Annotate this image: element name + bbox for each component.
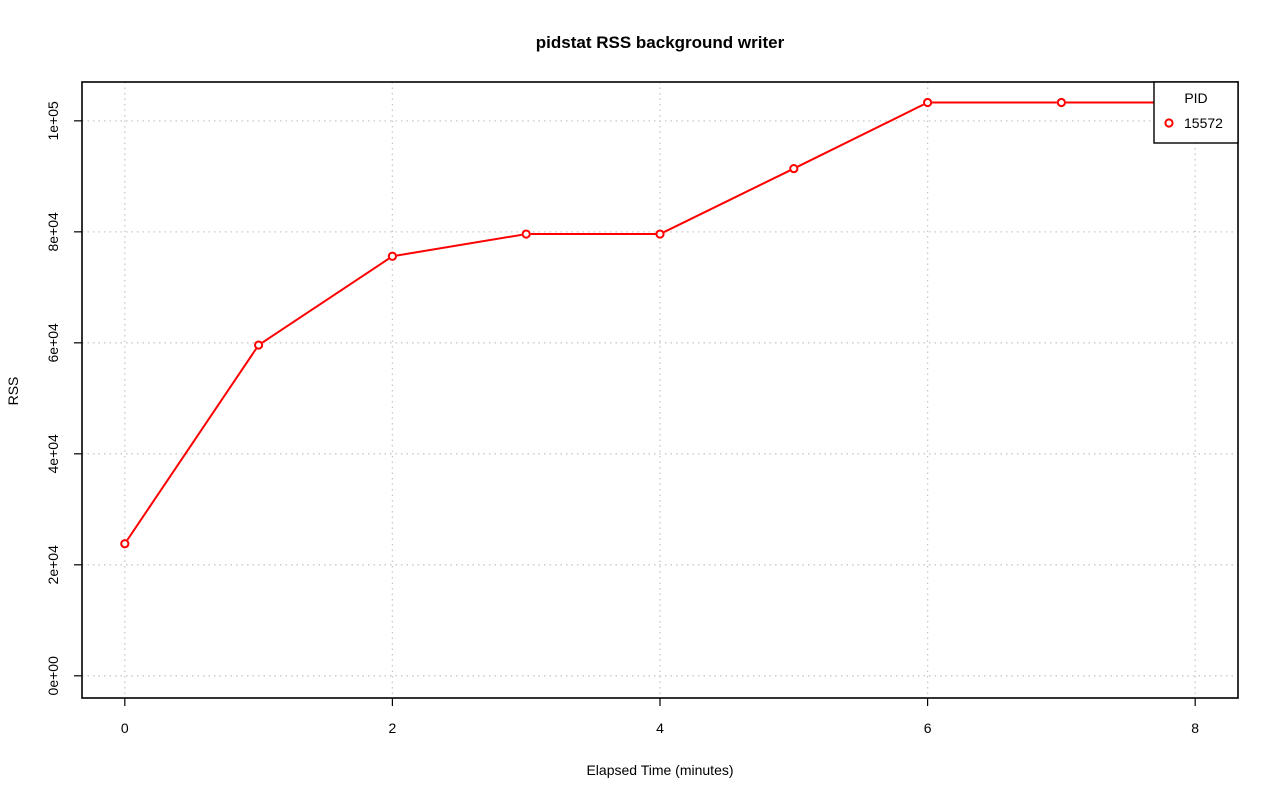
data-point (655, 229, 665, 239)
y-tick-label: 6e+04 (45, 323, 61, 363)
data-point (789, 163, 799, 174)
data-point (120, 539, 130, 549)
x-tick-label: 6 (924, 720, 932, 736)
data-point (254, 340, 264, 350)
x-tick-label: 2 (389, 720, 397, 736)
x-tick-label: 0 (121, 720, 129, 736)
y-tick-label: 2e+04 (45, 545, 61, 585)
y-tick-label: 4e+04 (45, 434, 61, 474)
y-tick-label: 0e+00 (45, 656, 61, 696)
y-tick-label: 8e+04 (45, 212, 61, 252)
y-axis-label: RSS (5, 377, 21, 406)
data-point (521, 229, 531, 239)
data-point (922, 97, 933, 108)
x-tick-label: 8 (1191, 720, 1199, 736)
chart-title: pidstat RSS background writer (536, 33, 785, 52)
grid (82, 82, 1238, 698)
x-tick-label: 4 (656, 720, 664, 736)
x-axis-label: Elapsed Time (minutes) (586, 762, 733, 778)
x-axis: 0 2 4 6 8 (121, 698, 1199, 736)
legend: PID 15572 (1153, 81, 1239, 144)
legend-entry-label: 15572 (1184, 115, 1223, 131)
legend-title: PID (1184, 90, 1207, 106)
legend-marker (1164, 118, 1174, 128)
y-axis: 0e+00 2e+04 4e+04 6e+04 8e+04 1e+05 (45, 101, 82, 695)
series-line (123, 101, 1196, 545)
data-point (1056, 97, 1066, 108)
legend-box (1153, 81, 1239, 144)
data-point (387, 251, 398, 261)
y-tick-label: 1e+05 (45, 101, 61, 141)
